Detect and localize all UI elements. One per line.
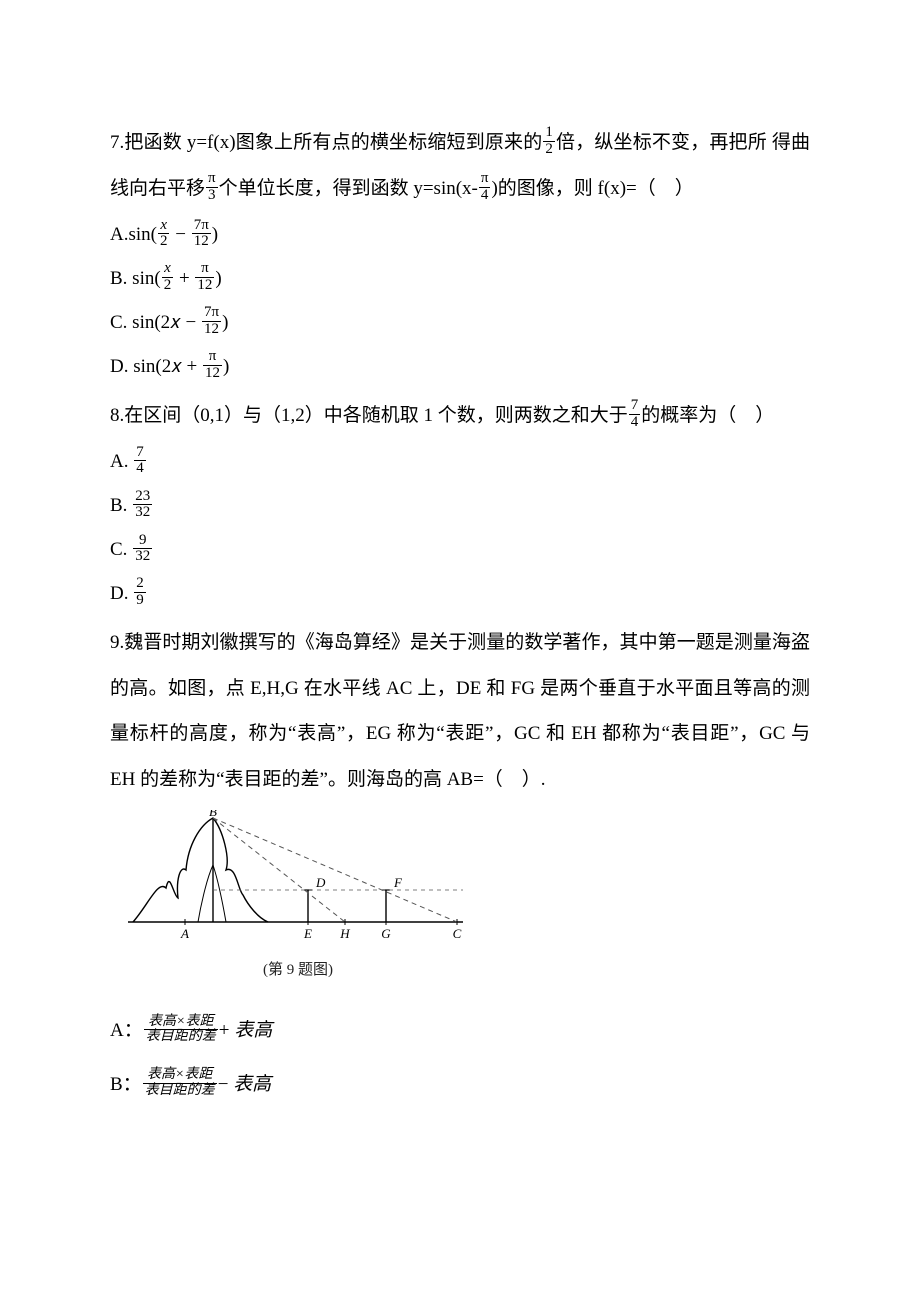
q8-stem-1: 在区间（0,1）与（1,2）中各随机取 1 个数，则两数之和大于 (124, 405, 628, 426)
q7-stem-5: )的图像，则 f(x)=（ ） (491, 178, 693, 199)
q7-A-prefix: A.sin( (110, 224, 157, 245)
q8-option-a: A. 74 (110, 442, 810, 482)
q7-frac3: π4 (479, 171, 491, 204)
q7-B-f1: x2 (162, 261, 174, 294)
q7-number: 7. (110, 132, 124, 153)
q9-figure: B A E H G C D F (第 9 题图) (118, 810, 810, 988)
svg-text:B: B (209, 810, 217, 819)
q7-option-d: D. sin(2𝑥 + π12) (110, 347, 810, 387)
q7-stem-4: 个单位长度，得到函数 y=sin(x- (219, 178, 478, 199)
q9-B-tail: 表高 (233, 1074, 271, 1095)
q7-D-prefix: D. sin(2𝑥 + (110, 356, 202, 377)
q7-B-mid: + (174, 268, 194, 289)
q9-B-op: − (218, 1074, 233, 1095)
q8-B-label: B. (110, 495, 132, 516)
q7-C-suffix: ) (222, 312, 228, 333)
q8-C-frac: 932 (133, 533, 152, 566)
q8-A-label: A. (110, 451, 133, 472)
q7-C-f: 7π12 (202, 305, 221, 338)
svg-text:G: G (381, 926, 391, 941)
q8-A-frac: 74 (134, 445, 146, 478)
q9-B-prefix: B： (110, 1074, 142, 1095)
svg-text:D: D (315, 875, 326, 890)
q7-A-suffix: ) (212, 224, 218, 245)
q7-frac1: 12 (543, 125, 555, 158)
q9-A-frac: 表高×表距表目距的差 (144, 1015, 218, 1045)
q8-D-label: D. (110, 583, 133, 604)
q7-option-b: B. sin(x2 + π12) (110, 259, 810, 299)
q8-option-c: C. 932 (110, 530, 810, 570)
q9-A-op: + (219, 1020, 234, 1041)
q9-stem: 9.魏晋时期刘徽撰写的《海岛算经》是关于测量的数学著作，其中第一题是测量海盗的高… (110, 620, 810, 802)
q8-number: 8. (110, 405, 124, 426)
q7-A-mid: − (170, 224, 190, 245)
question-8: 8.在区间（0,1）与（1,2）中各随机取 1 个数，则两数之和大于74的概率为… (110, 393, 810, 614)
q7-option-a: A.sin(x2 − 7π12) (110, 215, 810, 255)
question-7: 7.把函数 y=f(x)图象上所有点的横坐标缩短到原来的12倍，纵坐标不变，再把… (110, 120, 810, 387)
q9-number: 9. (110, 632, 124, 653)
svg-text:C: C (453, 926, 462, 941)
svg-text:H: H (339, 926, 350, 941)
svg-text:A: A (180, 926, 189, 941)
svg-text:E: E (303, 926, 312, 941)
question-9: 9.魏晋时期刘徽撰写的《海岛算经》是关于测量的数学著作，其中第一题是测量海盗的高… (110, 620, 810, 1109)
q8-stem-2: 的概率为（ ） (641, 405, 774, 426)
q7-B-f2: π12 (195, 261, 214, 294)
q8-option-b: B. 2332 (110, 486, 810, 526)
q7-D-suffix: ) (223, 356, 229, 377)
q9-A-prefix: A： (110, 1020, 143, 1041)
q9-A-tail: 表高 (234, 1020, 272, 1041)
q8-C-label: C. (110, 539, 132, 560)
q7-B-prefix: B. sin( (110, 268, 161, 289)
q7-D-f: π12 (203, 349, 222, 382)
q7-frac2: π3 (206, 171, 218, 204)
q7-stem-1: 把函数 y=f(x)图象上所有点的横坐标缩短到原来的 (124, 132, 542, 153)
q8-frac: 74 (629, 398, 641, 431)
q9-stem-text: 魏晋时期刘徽撰写的《海岛算经》是关于测量的数学著作，其中第一题是测量海盗的高。如… (110, 632, 810, 790)
q7-A-f2: 7π12 (192, 218, 211, 251)
q7-A-f1: x2 (158, 218, 170, 251)
q8-B-frac: 2332 (133, 489, 152, 522)
q7-B-suffix: ) (215, 268, 221, 289)
q7-C-prefix: C. sin(2𝑥 − (110, 312, 201, 333)
q9-figure-svg: B A E H G C D F (118, 810, 478, 950)
svg-text:F: F (393, 875, 403, 890)
q7-option-c: C. sin(2𝑥 − 7π12) (110, 303, 810, 343)
q8-stem: 8.在区间（0,1）与（1,2）中各随机取 1 个数，则两数之和大于74的概率为… (110, 393, 810, 439)
q7-stem: 7.把函数 y=f(x)图象上所有点的横坐标缩短到原来的12倍，纵坐标不变，再把… (110, 120, 810, 211)
q9-option-b: B：表高×表距表目距的差− 表高 (110, 1060, 810, 1109)
q7-stem-2: 倍，纵坐标不变，再把所 (556, 132, 767, 153)
q9-option-a: A：表高×表距表目距的差+ 表高 (110, 1006, 810, 1055)
q9-B-frac: 表高×表距表目距的差 (143, 1068, 217, 1098)
q8-D-frac: 29 (134, 576, 146, 609)
q9-figure-caption: (第 9 题图) (118, 952, 478, 988)
q8-option-d: D. 29 (110, 574, 810, 614)
